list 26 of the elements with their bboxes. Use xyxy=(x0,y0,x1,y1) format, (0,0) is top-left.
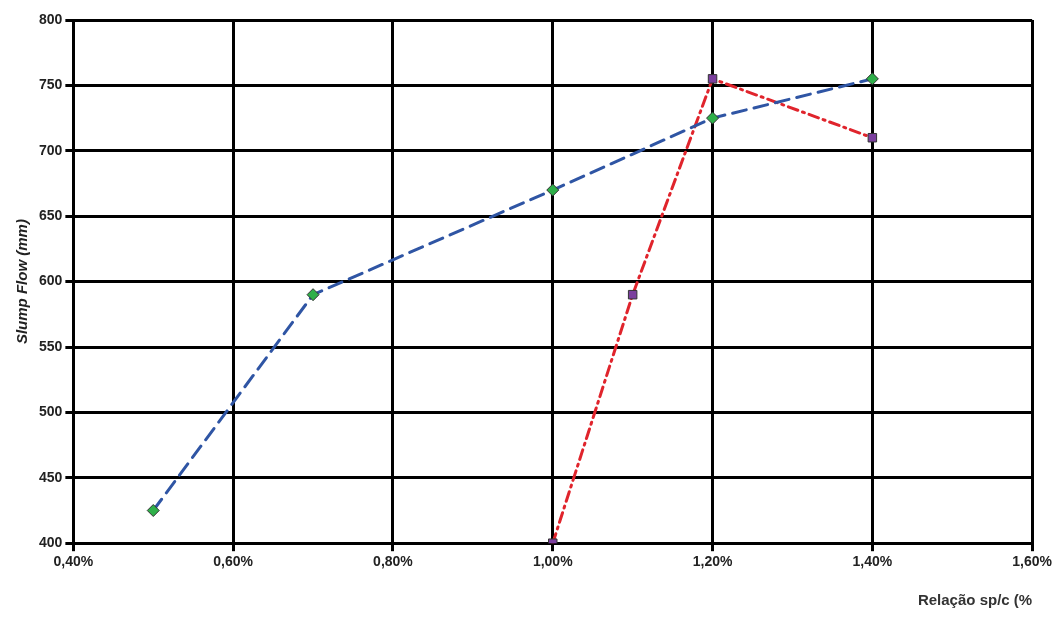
point xyxy=(146,504,160,517)
x-tick-label: 1,20% xyxy=(692,553,733,570)
point xyxy=(306,288,320,302)
y-tick-label: 600 xyxy=(39,272,63,289)
x-tick-label: 0,60% xyxy=(213,553,254,570)
y-axis-title: Slump Flow (mm) xyxy=(13,219,31,345)
x-tick-label: 0,40% xyxy=(53,553,94,570)
y-tick-label: 450 xyxy=(39,468,63,485)
point xyxy=(867,132,878,143)
x-tick-label: 1,40% xyxy=(852,553,893,570)
y-tick-label: 550 xyxy=(39,337,63,354)
x-tick-label: 1,00% xyxy=(532,553,574,570)
y-tick-label: 400 xyxy=(39,534,63,551)
point xyxy=(627,289,638,300)
y-tick-label: 750 xyxy=(39,76,63,93)
y-tick-label: 800 xyxy=(39,10,63,27)
x-tick-label: 1,60% xyxy=(1012,553,1053,570)
point xyxy=(707,74,718,84)
x-tick-label: 0,80% xyxy=(373,553,414,570)
point xyxy=(546,183,560,197)
point xyxy=(706,111,720,125)
y-tick-label: 700 xyxy=(39,141,63,158)
y-tick-label: 500 xyxy=(39,403,63,420)
point xyxy=(865,72,879,86)
y-tick-label: 650 xyxy=(39,207,63,224)
x-axis-title: Relação sp/c (% xyxy=(917,591,1033,609)
